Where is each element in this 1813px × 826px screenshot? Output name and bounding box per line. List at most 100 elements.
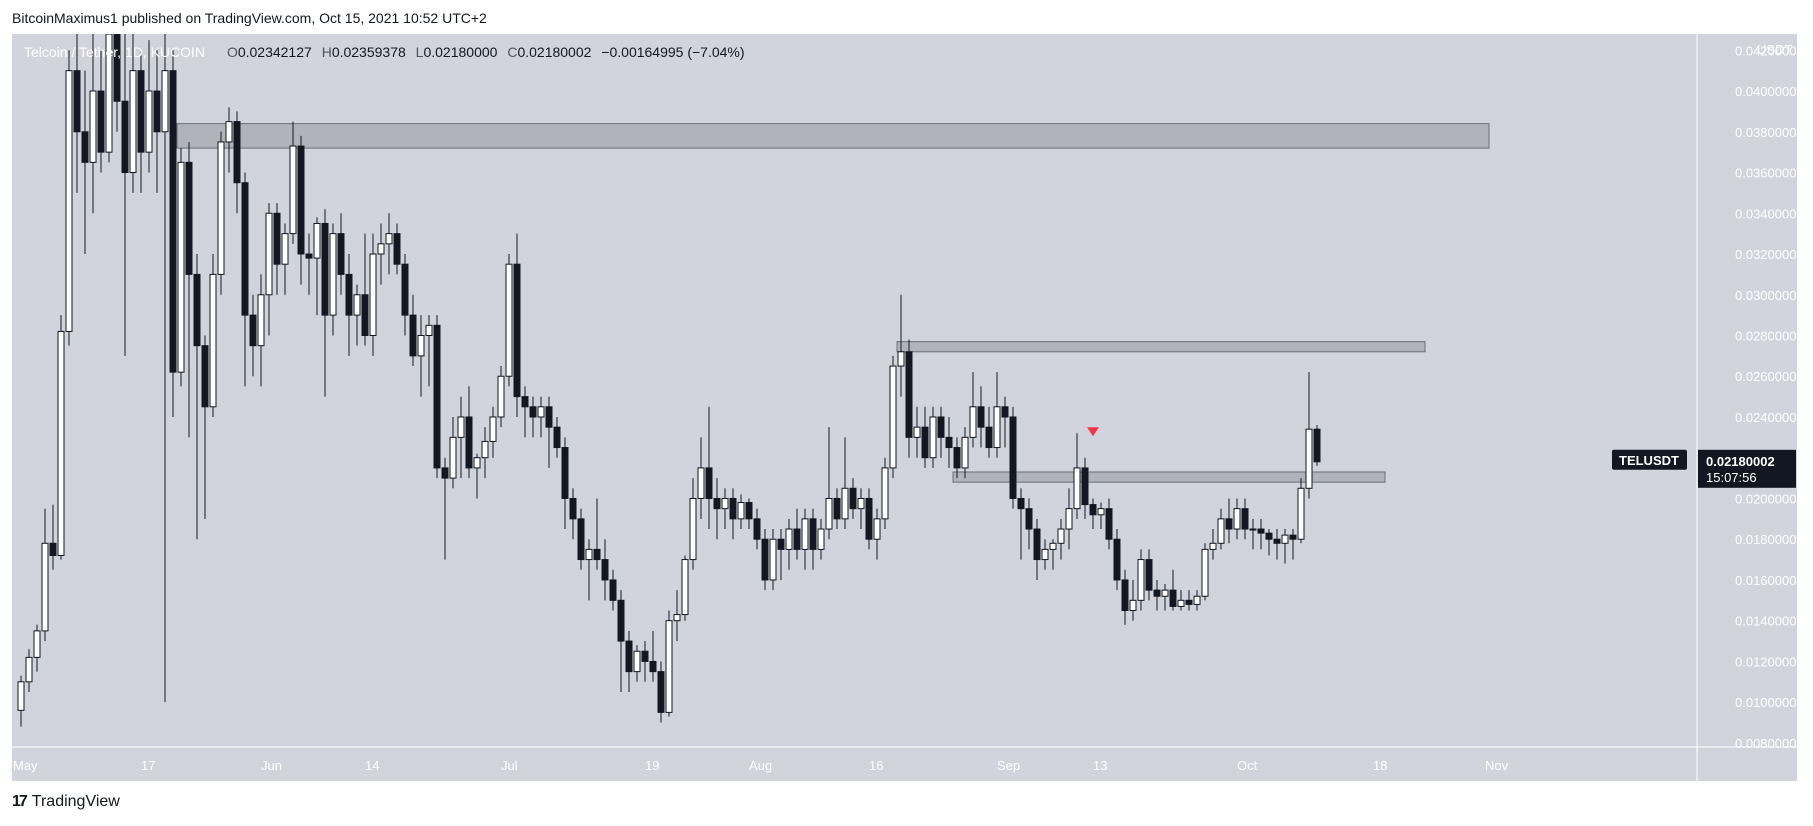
candle: [665, 610, 673, 717]
candle-body: [1273, 538, 1281, 544]
candle-body: [337, 233, 345, 275]
x-tick-label: Jun: [261, 758, 282, 773]
candle-body: [945, 436, 953, 449]
open-label: O: [226, 44, 238, 60]
candle-body: [321, 222, 329, 316]
symbol-label[interactable]: Telcoin / Tether, 1D, KUCOIN: [24, 44, 206, 60]
candle: [25, 649, 33, 692]
zones-layer: [176, 123, 1490, 483]
candle: [449, 416, 457, 489]
candle-body: [849, 487, 857, 510]
high-value: 0.02359378: [331, 44, 406, 60]
candles-layer: [17, 34, 1321, 727]
candle-body: [145, 90, 153, 153]
candle-body: [1009, 416, 1017, 499]
x-tick-label: 14: [365, 758, 379, 773]
candle: [801, 508, 809, 570]
candle-body: [129, 70, 137, 174]
candle-body: [649, 660, 657, 673]
candle-body: [161, 70, 169, 133]
candle: [617, 590, 625, 692]
candle: [1241, 498, 1249, 540]
candle-body: [545, 406, 553, 428]
x-tick-label: May: [13, 758, 38, 773]
candle-body: [1129, 599, 1137, 612]
candlestick-chart[interactable]: 0.04200000 0.04000000 0.03800000 0.03600000…: [12, 34, 1797, 781]
symbol-tag-text: TELUSDT: [1619, 453, 1679, 468]
candle-body: [481, 440, 489, 459]
candle-body: [665, 620, 673, 713]
candle: [145, 40, 153, 173]
candle: [49, 504, 57, 570]
candle: [1089, 498, 1097, 530]
candle-body: [801, 518, 809, 550]
candle: [1073, 433, 1081, 519]
candle-body: [1225, 518, 1233, 530]
candle-body: [233, 121, 241, 184]
candle: [1105, 498, 1113, 550]
candle: [1225, 498, 1233, 544]
candle: [1153, 579, 1161, 611]
candle-body: [1305, 428, 1313, 489]
candle: [849, 478, 857, 519]
candle: [105, 34, 113, 163]
candle-body: [1217, 518, 1225, 544]
candle-body: [857, 497, 865, 510]
candle: [345, 254, 353, 356]
candle: [1313, 425, 1321, 466]
candle-body: [713, 497, 721, 510]
candle: [369, 233, 377, 356]
candle-body: [153, 90, 161, 133]
candle: [1137, 549, 1145, 611]
candle: [289, 121, 297, 244]
candle: [825, 427, 833, 540]
candle: [1097, 502, 1105, 530]
candle: [545, 396, 553, 468]
candle-body: [73, 70, 81, 133]
candle: [953, 437, 961, 479]
candle: [441, 457, 449, 560]
high-label: H: [321, 44, 332, 60]
candle-body: [993, 406, 1001, 449]
y-tick-label: 0.04200000: [1735, 43, 1797, 58]
candle: [281, 223, 289, 295]
candle: [33, 624, 41, 672]
candle: [169, 50, 177, 417]
candle: [649, 630, 657, 682]
candle: [761, 529, 769, 591]
y-tick-label: 0.03600000: [1735, 166, 1797, 181]
candle: [81, 70, 89, 255]
symbol-price-tag: TELUSDT: [1612, 449, 1687, 470]
tradingview-logo-icon[interactable]: 17: [12, 793, 28, 810]
chart-area[interactable]: 0.04200000 0.04000000 0.03800000 0.03600000…: [12, 34, 1797, 781]
candle-body: [1209, 542, 1217, 550]
candle: [393, 223, 401, 275]
y-tick-label: 0.03000000: [1735, 288, 1797, 303]
candle-body: [465, 416, 473, 469]
candle-body: [521, 396, 529, 408]
candle-body: [657, 671, 665, 713]
resistance-zone-mid: [896, 341, 1426, 353]
candle: [937, 406, 945, 458]
candle-body: [1145, 559, 1153, 591]
candle: [985, 406, 993, 458]
candle-body: [673, 614, 681, 622]
candle: [329, 223, 337, 336]
candle-body: [401, 263, 409, 316]
candle-body: [753, 518, 761, 540]
candle-body: [769, 538, 777, 581]
candle-body: [33, 630, 41, 658]
tradingview-logo-text[interactable]: TradingView: [31, 793, 120, 810]
candle: [65, 50, 73, 346]
candle-body: [1001, 406, 1009, 418]
price-tag-bg: [1698, 449, 1796, 488]
candle: [881, 457, 889, 530]
x-tick-label: Oct: [1237, 758, 1258, 773]
candle: [1041, 539, 1049, 570]
candle-body: [393, 233, 401, 265]
candle-body: [57, 330, 65, 557]
candle: [833, 488, 841, 530]
candle-body: [617, 599, 625, 642]
candle: [113, 34, 121, 132]
candle: [1169, 569, 1177, 611]
